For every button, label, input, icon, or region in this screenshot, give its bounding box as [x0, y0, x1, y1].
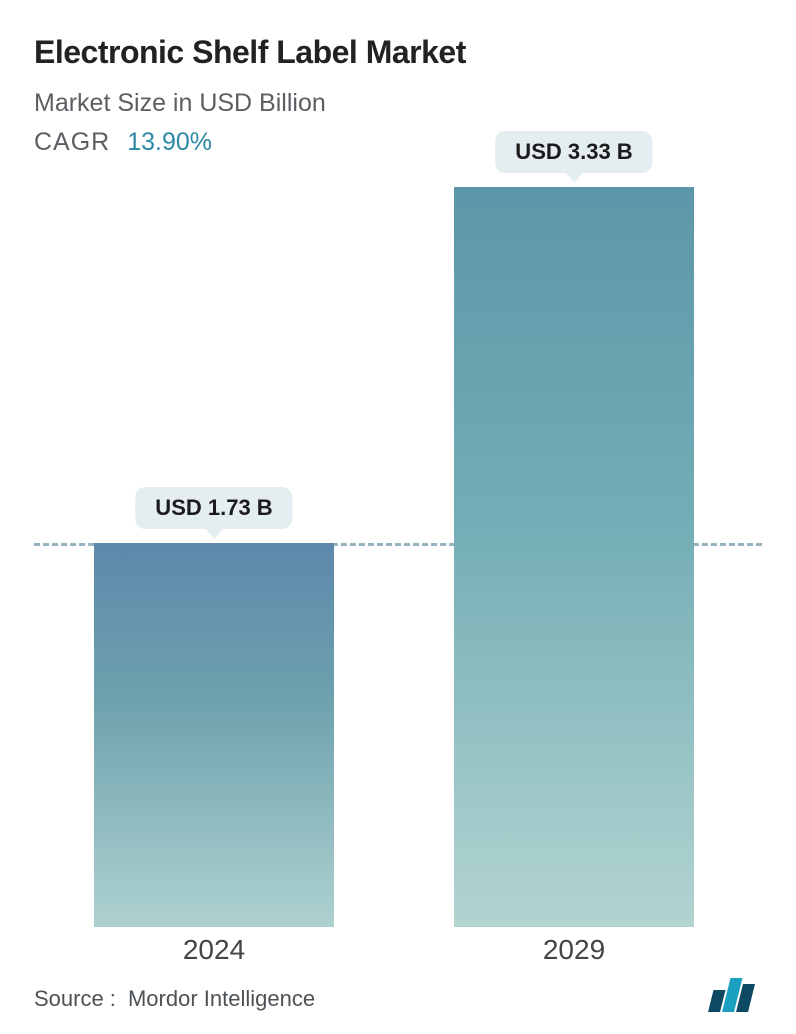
- cagr-row: CAGR 13.90%: [34, 128, 762, 157]
- x-label-2029: 2029: [543, 934, 605, 966]
- footer: Source: Mordor Intelligence: [34, 972, 762, 1012]
- x-axis-labels: 2024 2029: [34, 934, 762, 974]
- source-text: Source: Mordor Intelligence: [34, 986, 315, 1012]
- value-pill-2029: USD 3.33 B: [495, 131, 652, 173]
- source-name: Mordor Intelligence: [128, 986, 315, 1011]
- chart-subtitle: Market Size in USD Billion: [34, 89, 762, 118]
- brand-logo-icon: [708, 972, 762, 1012]
- value-pill-2024: USD 1.73 B: [135, 487, 292, 529]
- bar-chart: USD 1.73 B USD 3.33 B: [34, 187, 762, 927]
- separator: :: [110, 986, 116, 1011]
- cagr-value: 13.90%: [127, 128, 212, 156]
- cagr-label: CAGR: [34, 128, 110, 156]
- chart-card: Electronic Shelf Label Market Market Siz…: [0, 0, 796, 1034]
- x-label-2024: 2024: [183, 934, 245, 966]
- bar-2024: USD 1.73 B: [94, 543, 334, 927]
- bar-2029: USD 3.33 B: [454, 187, 694, 927]
- source-label: Source: [34, 986, 104, 1011]
- bar-fill: [94, 543, 334, 927]
- chart-title: Electronic Shelf Label Market: [34, 34, 762, 71]
- bar-fill: [454, 187, 694, 927]
